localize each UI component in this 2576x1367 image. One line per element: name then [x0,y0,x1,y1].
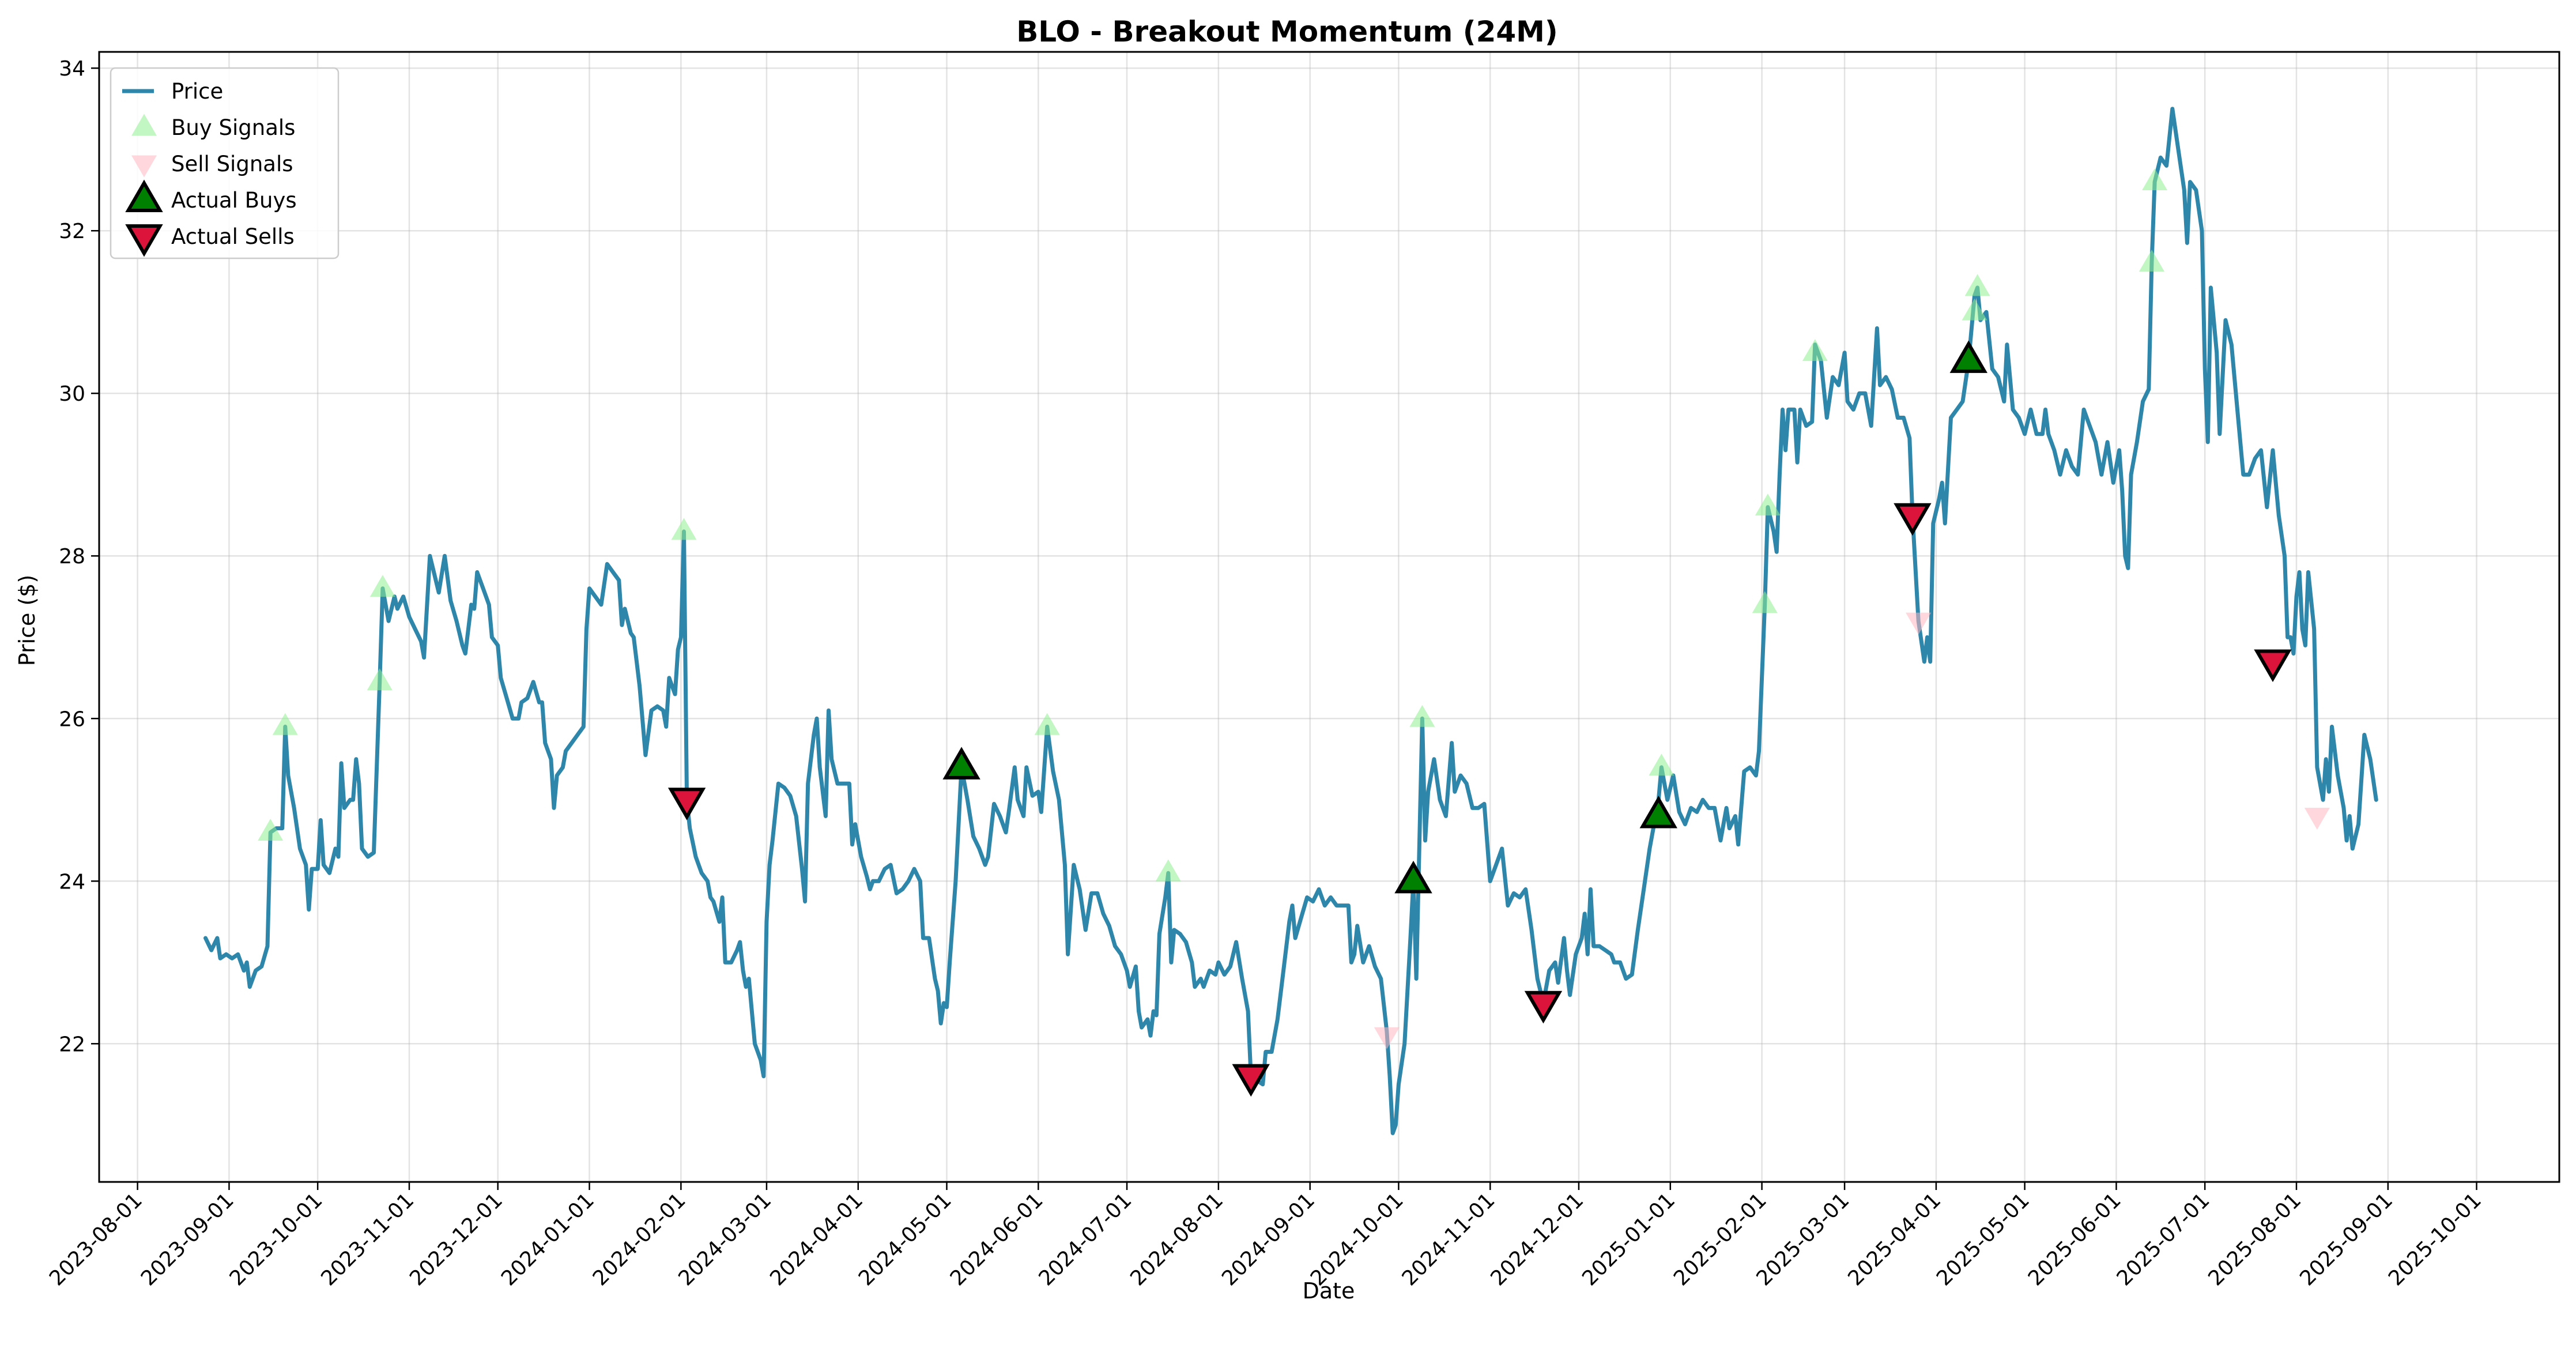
legend-entry-label: Actual Sells [171,224,295,249]
y-axis-label: Price ($) [14,575,40,666]
buy-signal-marker [671,518,697,540]
buy-signal-marker [1752,591,1778,613]
sell-signal-marker [2304,808,2330,830]
actual-sell-marker [1524,991,1563,1024]
price-series [203,107,2378,1135]
actual-sell-marker [2254,649,2292,682]
legend-entry-label: Buy Signals [171,115,295,140]
y-tick-label: 28 [59,545,85,568]
legend-buy-signal-swatch [131,114,157,136]
y-tick-label: 26 [59,707,85,731]
buy-signal-marker [369,575,395,597]
legend-entry-label: Actual Buys [171,188,297,213]
actual-sell-marker [1232,1064,1270,1097]
y-tick-label: 22 [59,1033,85,1056]
actual-sell-marker [667,788,706,820]
sell-signal-marker [1374,1027,1400,1049]
legend-actual-sell-swatch [125,224,163,257]
legend: Price Buy Signals Sell Signals Actual Buys A… [110,67,340,259]
signal-markers [258,168,2330,1097]
legend-entry-label: Price [171,79,223,104]
x-axis-label: Date [1303,1278,1355,1304]
buy-signal-marker [1155,859,1181,882]
buy-signal-marker [367,668,393,691]
actual-sell-marker [1894,503,1932,536]
legend-sell-signal-swatch [131,155,157,178]
buy-signal-marker [1649,754,1674,776]
legend-box [110,67,340,259]
buy-signal-marker [1802,339,1828,361]
buy-signal-marker [1409,705,1435,727]
buy-signal-marker [1034,713,1060,735]
buy-signal-marker [272,713,298,735]
y-tick-label: 34 [59,57,85,81]
plot-area-frame [98,51,2560,1183]
y-tick-label: 30 [59,382,85,406]
chart-title: BLO - Breakout Momentum (24M) [1016,15,1558,48]
y-tick-label: 24 [59,870,85,894]
sell-signal-marker [1906,612,1932,635]
legend-entry-label: Sell Signals [171,152,293,176]
actual-buy-marker [1639,796,1677,829]
buy-signal-marker [258,819,284,841]
buy-signal-marker [1755,494,1781,516]
actual-buy-marker [942,747,980,779]
y-tick-label: 32 [59,220,85,243]
buy-signal-marker [2139,250,2164,272]
buy-signal-marker [2142,168,2168,191]
buy-signal-marker [1964,274,1990,296]
actual-buy-marker [1394,860,1432,894]
actual-buy-marker [1949,340,1987,373]
price-line [203,107,2378,1135]
buy-signal-marker [1962,298,1987,321]
legend-actual-buy-swatch [125,179,163,213]
